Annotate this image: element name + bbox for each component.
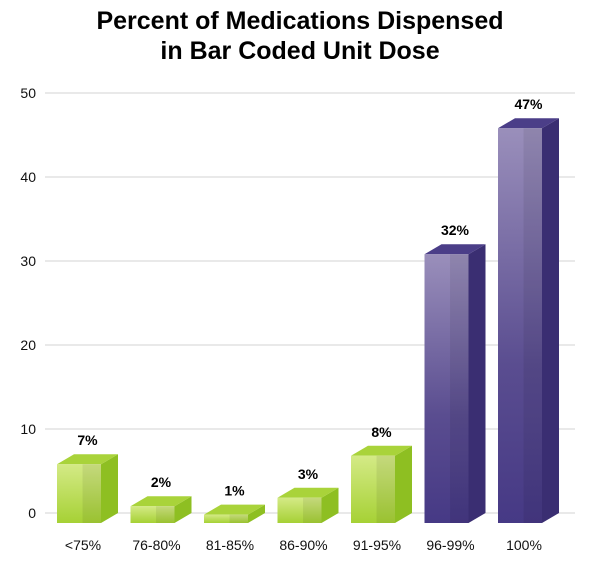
data-label: 1% xyxy=(224,483,245,499)
data-label: 47% xyxy=(514,96,543,112)
x-tick-label: 76-80% xyxy=(132,537,180,553)
data-label: 32% xyxy=(441,222,470,238)
bar-side xyxy=(468,244,486,523)
bar-shade xyxy=(303,497,322,523)
bar-shade xyxy=(523,128,542,523)
y-tick-label: 50 xyxy=(20,85,36,101)
bar-top xyxy=(57,454,118,465)
bar xyxy=(498,128,542,523)
bar-shade xyxy=(82,464,101,523)
bar xyxy=(351,455,395,523)
x-tick-label: <75% xyxy=(65,537,101,553)
x-tick-label: 86-90% xyxy=(279,537,327,553)
bar-side xyxy=(174,496,192,523)
data-label: 8% xyxy=(371,424,392,440)
chart-title-line1: Percent of Medications Dispensed xyxy=(96,7,504,35)
bar-top xyxy=(424,244,486,255)
data-label: 7% xyxy=(77,432,98,448)
chart-title-line2: in Bar Coded Unit Dose xyxy=(160,37,440,65)
bar-side xyxy=(542,118,559,523)
bar-side xyxy=(395,445,412,523)
x-tick-label: 100% xyxy=(506,537,542,553)
x-tick-label: 96-99% xyxy=(426,537,474,553)
bar-top xyxy=(498,118,559,129)
data-label: 3% xyxy=(298,466,319,482)
bar-top xyxy=(277,487,339,498)
bar xyxy=(57,464,101,523)
y-tick-label: 20 xyxy=(20,337,36,353)
y-tick-label: 10 xyxy=(20,421,36,437)
x-tick-label: 81-85% xyxy=(206,537,254,553)
bar xyxy=(130,506,175,523)
y-tick-label: 0 xyxy=(28,505,36,521)
bar-top xyxy=(130,496,192,507)
bar xyxy=(204,514,248,523)
bar-top xyxy=(204,504,265,515)
bar-side xyxy=(321,487,339,523)
bar-shade xyxy=(450,254,469,523)
bar-shade xyxy=(156,506,175,523)
bar-side xyxy=(248,504,265,523)
bar xyxy=(277,497,322,523)
chart-title: Percent of Medications Dispensed in Bar … xyxy=(0,6,600,66)
bar-side xyxy=(101,454,118,523)
y-tick-label: 30 xyxy=(20,253,36,269)
bar xyxy=(424,254,469,523)
y-tick-label: 40 xyxy=(20,169,36,185)
data-label: 2% xyxy=(151,474,172,490)
x-tick-label: 91-95% xyxy=(353,537,401,553)
bar-shade xyxy=(229,514,248,523)
bar-top xyxy=(351,445,412,456)
bar-shade xyxy=(376,455,395,523)
